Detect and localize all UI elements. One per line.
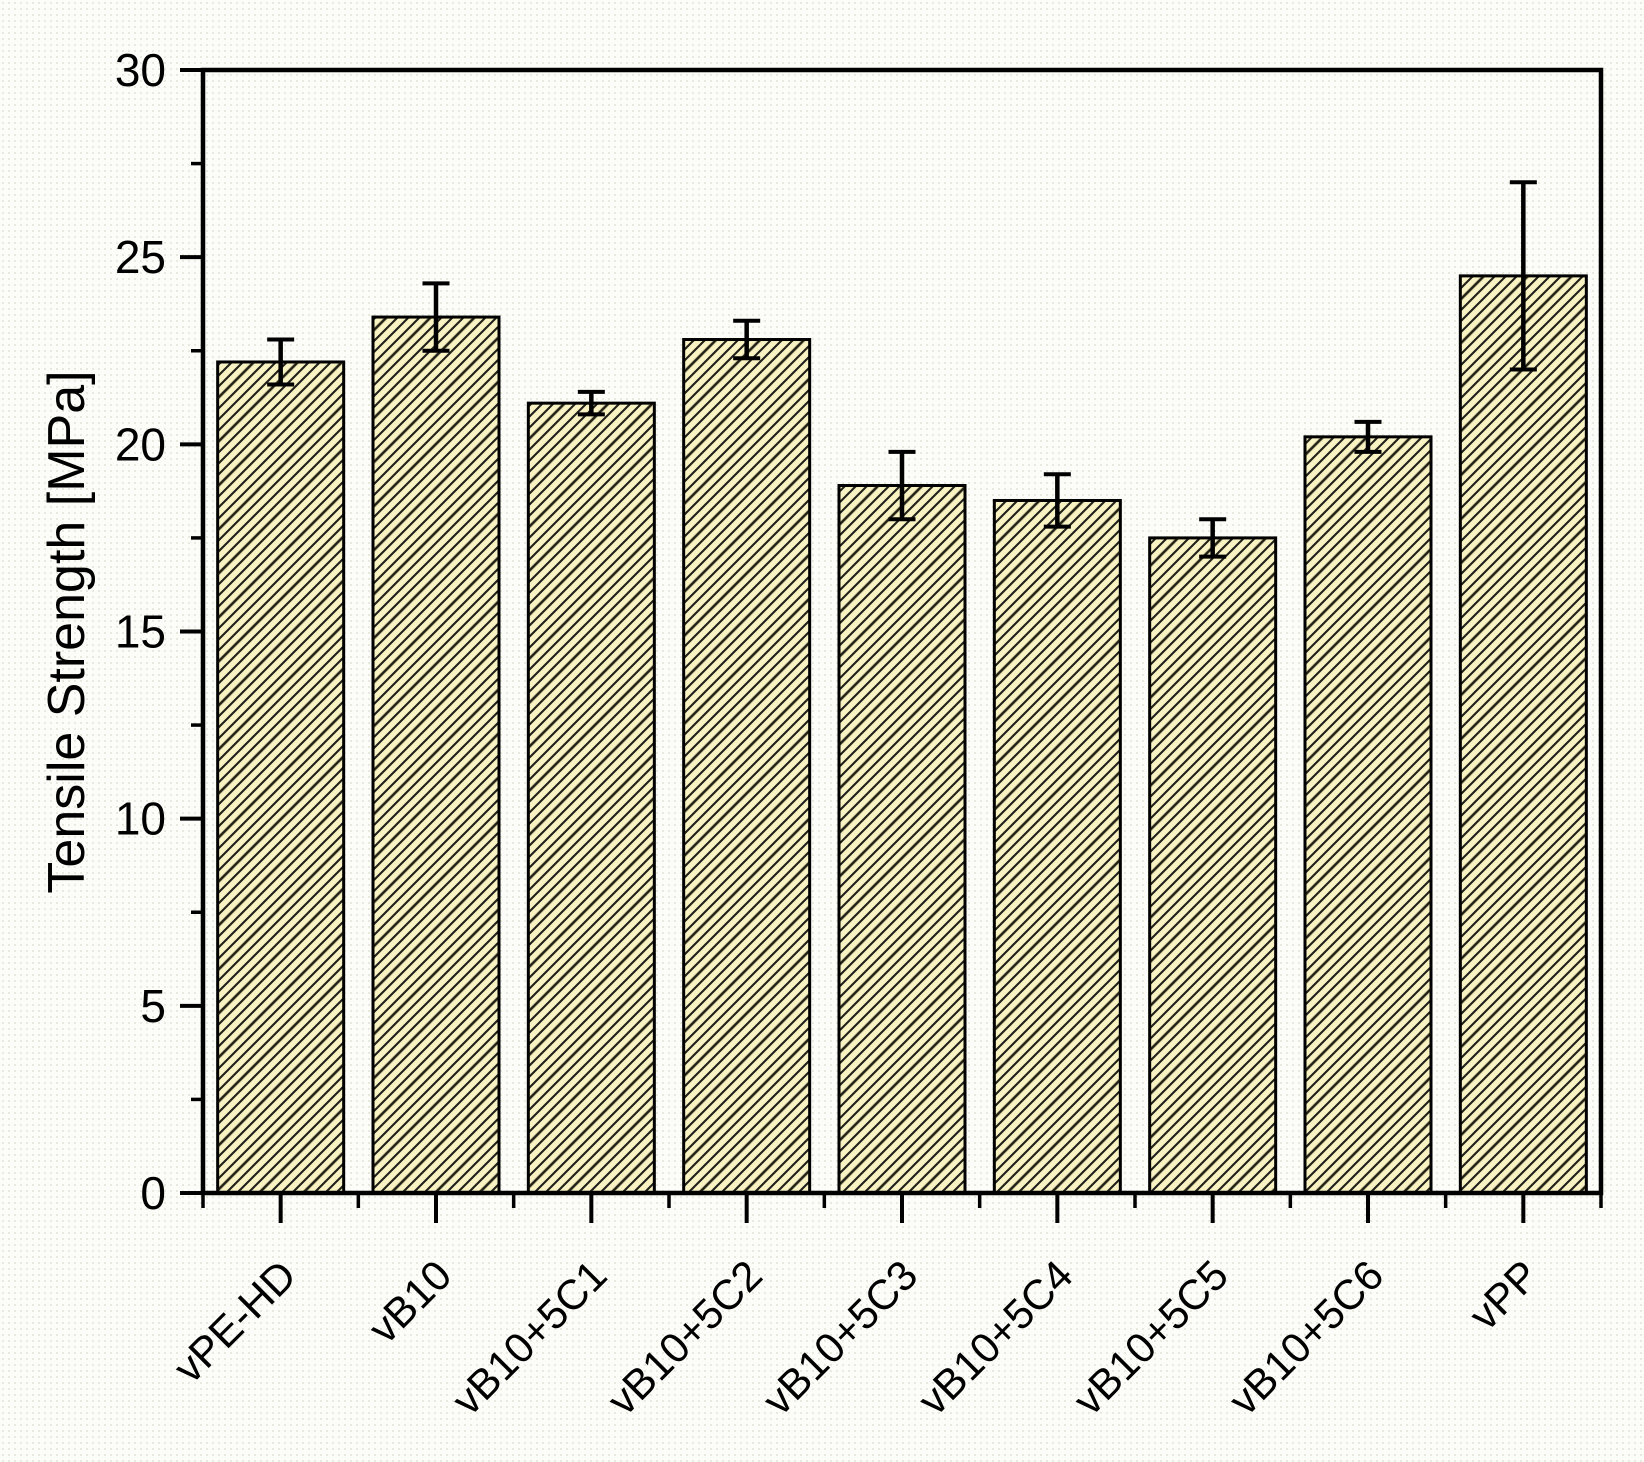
bar-hatch-overlay-vB10+5C4 (994, 500, 1121, 1193)
error-bar-vB10 (422, 281, 450, 353)
error-bar-vB10+5C5 (1199, 517, 1227, 559)
x-tick-label-vB10+5C3: vB10+5C3 (754, 1251, 927, 1424)
bar-hatch-overlay-vPP (1460, 275, 1587, 1194)
error-bar-vPP (1509, 180, 1537, 372)
x-tick-label-vB10+5C1: vB10+5C1 (443, 1251, 616, 1424)
bars-group (216, 180, 1588, 1195)
x-tick-label-vPE-HD: vPE-HD (165, 1251, 305, 1391)
y-axis-title: Tensile Strength [MPa] (38, 370, 96, 893)
error-bar-vB10+5C1 (577, 389, 605, 417)
bar-hatch-overlay-vB10+5C1 (528, 403, 655, 1193)
x-tick-label-vB10+5C2: vB10+5C2 (598, 1251, 771, 1424)
x-axis: vPE-HD vB10vB10+5C1vB10+5C2vB10+5C3vB10+5… (165, 1193, 1603, 1424)
bar-hatch-overlay-vB10 (373, 317, 499, 1193)
error-bar-vB10+5C6 (1354, 419, 1382, 454)
bar-hatch-overlay-vB10+5C5 (1149, 537, 1276, 1193)
bar-hatch-overlay-vB10+5C3 (839, 485, 965, 1193)
x-tick-label-vB10+5C5: vB10+5C5 (1064, 1251, 1237, 1424)
bar-hatch-overlay-vB10+5C6 (1305, 436, 1431, 1193)
x-tick-label-vB10: vB10 (359, 1251, 460, 1352)
error-bar-vB10+5C2 (733, 318, 761, 361)
error-bar-vB10+5C4 (1043, 472, 1071, 529)
x-tick-label-vPP: vPP (1460, 1251, 1548, 1339)
y-tick-label-20: 20 (115, 418, 166, 470)
y-tick-label-15: 15 (115, 606, 166, 658)
y-axis: 0 5 10 15 20 25 30 (115, 44, 203, 1219)
error-bar-vPE-HD (267, 337, 295, 387)
y-tick-label-5: 5 (140, 980, 166, 1032)
x-tick-label-vB10+5C6: vB10+5C6 (1220, 1251, 1393, 1424)
bar-hatch-overlay-vB10+5C2 (683, 339, 810, 1193)
bar-hatch-overlay-vPE-HD (217, 361, 344, 1194)
y-tick-label-25: 25 (115, 231, 166, 283)
y-tick-label-30: 30 (115, 44, 166, 96)
x-tick-label-vB10+5C4: vB10+5C4 (909, 1251, 1082, 1424)
error-bar-vB10+5C3 (888, 449, 916, 522)
y-tick-label-0: 0 (140, 1167, 166, 1219)
y-tick-label-10: 10 (115, 793, 166, 845)
